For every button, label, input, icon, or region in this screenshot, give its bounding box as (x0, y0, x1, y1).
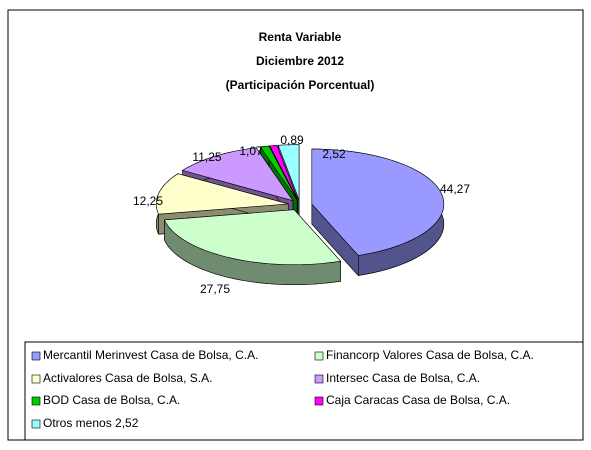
legend-swatch (31, 351, 41, 361)
legend-swatch (314, 351, 324, 361)
legend-swatch (31, 396, 41, 406)
legend-label: Caja Caracas Casa de Bolsa, C.A. (326, 393, 510, 407)
legend-label: BOD Casa de Bolsa, C.A. (43, 393, 180, 407)
data-label: 44,27 (440, 182, 470, 196)
legend-swatch (31, 374, 41, 384)
data-label: 0,89 (280, 133, 304, 147)
legend-box (24, 341, 584, 441)
slice (311, 148, 445, 256)
legend-swatch (31, 419, 41, 429)
legend-swatch (314, 396, 324, 406)
slice (163, 209, 342, 266)
legend-label: Otros menos 2,52 (43, 416, 139, 430)
chart-title: Diciembre 2012 (256, 54, 344, 68)
slice (155, 173, 289, 215)
pie (155, 144, 445, 286)
data-label: 1,07 (239, 144, 263, 158)
legend-label: Mercantil Merinvest Casa de Bolsa, C.A. (43, 348, 258, 362)
legend-label: Intersec Casa de Bolsa, C.A. (326, 371, 480, 385)
slice (259, 145, 298, 200)
legend-label: Financorp Valores Casa de Bolsa, C.A. (326, 348, 534, 362)
legend-label: Activalores Casa de Bolsa, S.A. (43, 371, 212, 385)
chart-title: Renta Variable (259, 30, 342, 44)
slice (269, 145, 299, 200)
data-label: 12,25 (133, 194, 163, 208)
data-label: 27,75 (200, 282, 230, 296)
data-label: 2,52 (322, 147, 346, 161)
chart-title: (Participación Porcentual) (226, 78, 375, 92)
slice (181, 147, 294, 202)
legend-swatch (314, 374, 324, 384)
data-label: 11,25 (192, 150, 221, 164)
slice (277, 144, 300, 200)
